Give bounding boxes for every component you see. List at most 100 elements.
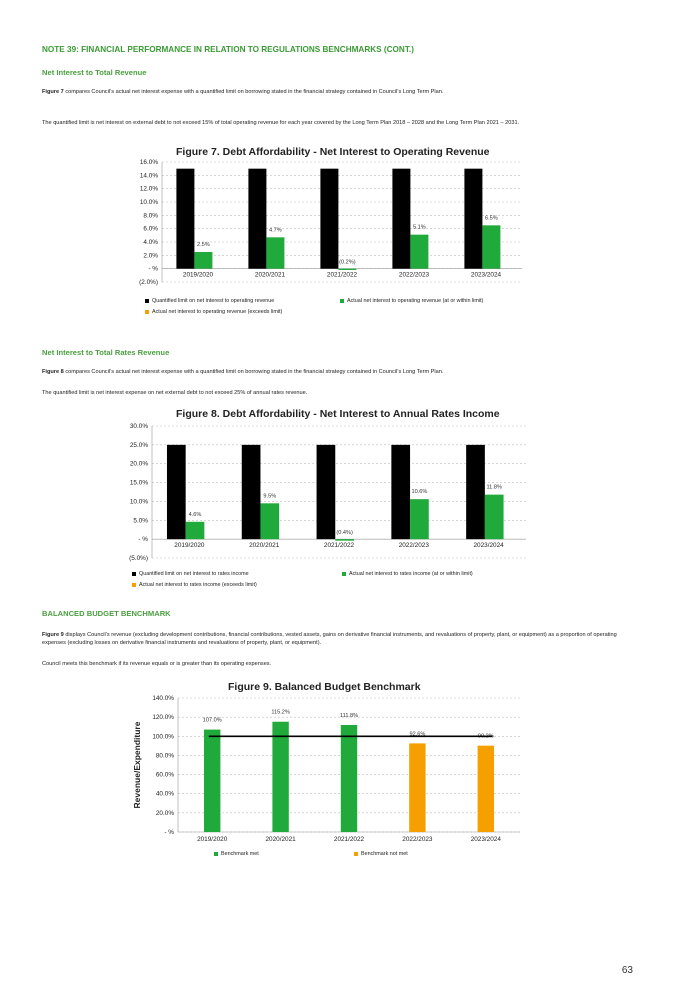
legend-swatch bbox=[145, 309, 149, 314]
y-tick-label: 16.0% bbox=[140, 159, 158, 166]
figure-ref: Figure 9 bbox=[42, 632, 64, 638]
section2-paragraph-2: The quantified limit is net interest exp… bbox=[42, 390, 308, 396]
bar bbox=[203, 729, 221, 832]
y-tick-label: 2.0% bbox=[143, 252, 158, 259]
data-label: 111.8% bbox=[340, 713, 358, 719]
legend-item-benchmark-not-met: Benchmark not met bbox=[354, 851, 408, 857]
x-tick-label: 2019/2020 bbox=[183, 272, 214, 279]
bar-actual bbox=[338, 268, 357, 270]
bar bbox=[409, 743, 426, 832]
bar-limit bbox=[466, 444, 485, 540]
y-tick-label: 10.0% bbox=[130, 498, 148, 505]
bar-limit bbox=[241, 444, 261, 540]
y-tick-label: 12.0% bbox=[140, 186, 158, 193]
bar bbox=[477, 745, 495, 832]
y-axis-label: Revenue/Expenditure bbox=[132, 721, 142, 808]
x-tick-label: 2023/2024 bbox=[471, 836, 502, 843]
x-tick-label: 2019/2020 bbox=[197, 836, 228, 843]
data-label: 107.0% bbox=[203, 718, 222, 724]
bar-limit bbox=[176, 168, 195, 269]
bar bbox=[272, 721, 289, 832]
y-tick-label: 140.0% bbox=[152, 695, 174, 702]
data-label: 115.2% bbox=[271, 710, 290, 716]
x-tick-label: 2022/2023 bbox=[399, 542, 430, 549]
section3-paragraph-2: Council meets this benchmark if its reve… bbox=[42, 661, 272, 667]
legend-swatch bbox=[354, 851, 358, 856]
paragraph-text: displays Council’s revenue (excluding de… bbox=[42, 632, 617, 646]
figure-ref: Figure 8 bbox=[42, 369, 64, 375]
section1-paragraph-1: Figure 7 compares Council’s actual net i… bbox=[42, 88, 642, 96]
y-tick-label: 10.0% bbox=[140, 199, 158, 206]
bar-limit bbox=[248, 168, 267, 269]
chart-title-figure-7: Figure 7. Debt Affordability - Net Inter… bbox=[176, 146, 490, 158]
bar-actual bbox=[266, 237, 285, 269]
y-tick-label: 40.0% bbox=[156, 791, 174, 798]
bar-limit bbox=[166, 444, 186, 540]
y-tick-label: 15.0% bbox=[130, 480, 148, 487]
x-tick-label: 2022/2023 bbox=[402, 836, 433, 843]
data-label: 92.6% bbox=[409, 731, 425, 737]
legend-item-limit: Quantified limit on net interest to rate… bbox=[132, 571, 249, 577]
legend-swatch bbox=[132, 582, 136, 587]
x-tick-label: 2021/2022 bbox=[324, 542, 355, 549]
bar-actual bbox=[410, 499, 429, 540]
data-label: (0.4%) bbox=[336, 530, 353, 536]
legend-item-limit: Quantified limit on net interest to oper… bbox=[145, 298, 274, 304]
chart-title-figure-9: Figure 9. Balanced Budget Benchmark bbox=[228, 681, 421, 693]
bar-limit bbox=[392, 168, 411, 269]
y-tick-label: 8.0% bbox=[143, 212, 158, 219]
page-heading: NOTE 39: FINANCIAL PERFORMANCE IN RELATI… bbox=[42, 45, 414, 54]
y-tick-label: (5.0%) bbox=[129, 555, 148, 562]
legend-item-within-limit: Actual net interest to operating revenue… bbox=[340, 298, 483, 304]
y-tick-label: 120.0% bbox=[152, 714, 174, 721]
bar-limit bbox=[464, 168, 483, 269]
data-label: (0.2%) bbox=[339, 260, 356, 266]
y-tick-label: 20.0% bbox=[130, 461, 148, 468]
chart-figure-7: 16.0% 14.0% 12.0% 10.0% 8.0% 6.0% 4.0% 2.0% - % (… bbox=[139, 159, 522, 286]
legend-item-benchmark-met: Benchmark met bbox=[214, 851, 259, 857]
section1-paragraph-2: The quantified limit is net interest on … bbox=[42, 120, 520, 126]
data-label: 10.6% bbox=[411, 489, 427, 495]
x-tick-label: 2021/2022 bbox=[327, 272, 358, 279]
x-tick-label: 2019/2020 bbox=[174, 542, 205, 549]
data-label: 4.7% bbox=[269, 227, 282, 233]
x-tick-label: 2020/2021 bbox=[249, 542, 280, 549]
bar-actual bbox=[335, 539, 354, 541]
figure-ref: Figure 7 bbox=[42, 89, 64, 95]
legend-swatch bbox=[340, 298, 344, 303]
y-tick-label: - % bbox=[148, 266, 158, 273]
y-tick-label: 30.0% bbox=[130, 423, 148, 430]
y-tick-label: 100.0% bbox=[152, 733, 174, 740]
bar-actual bbox=[194, 252, 213, 269]
bar-actual bbox=[260, 503, 280, 540]
y-tick-label: 4.0% bbox=[143, 239, 158, 246]
x-tick-label: 2023/2024 bbox=[473, 542, 504, 549]
x-tick-label: 2020/2021 bbox=[255, 272, 286, 279]
y-tick-label: 20.0% bbox=[156, 810, 174, 817]
x-tick-label: 2022/2023 bbox=[399, 272, 430, 279]
y-tick-label: 25.0% bbox=[130, 442, 148, 449]
legend-swatch bbox=[214, 851, 218, 856]
x-tick-label: 2020/2021 bbox=[265, 836, 296, 843]
legend-swatch bbox=[145, 298, 149, 303]
bar bbox=[340, 724, 358, 832]
legend-item-exceeds-limit: Actual net interest to rates income (exc… bbox=[132, 582, 257, 588]
paragraph-text: compares Council’s actual net interest e… bbox=[63, 369, 444, 375]
section-title-balanced-budget: BALANCED BUDGET BENCHMARK bbox=[42, 609, 171, 618]
chart-figure-9: 140.0% 120.0% 100.0% 80.0% 60.0% 40.0% 20.0% - … bbox=[132, 695, 520, 843]
y-tick-label: - % bbox=[138, 536, 148, 543]
data-label: 6.5% bbox=[485, 215, 498, 221]
y-tick-label: 5.0% bbox=[133, 517, 148, 524]
legend-item-exceeds-limit: Actual net interest to operating revenue… bbox=[145, 309, 282, 315]
data-label: 9.5% bbox=[263, 493, 276, 499]
y-tick-label: 60.0% bbox=[156, 772, 174, 779]
bar-actual bbox=[185, 521, 205, 540]
paragraph-text: compares Council’s actual net interest e… bbox=[63, 89, 444, 95]
data-label: 5.1% bbox=[413, 225, 426, 231]
legend-swatch bbox=[132, 571, 136, 576]
bar-limit bbox=[391, 444, 411, 540]
bar-actual bbox=[484, 494, 504, 540]
legend-item-within-limit: Actual net interest to rates income (at … bbox=[342, 571, 473, 577]
chart-title-figure-8: Figure 8. Debt Affordability - Net Inter… bbox=[176, 408, 500, 420]
data-label: 4.6% bbox=[189, 512, 202, 518]
